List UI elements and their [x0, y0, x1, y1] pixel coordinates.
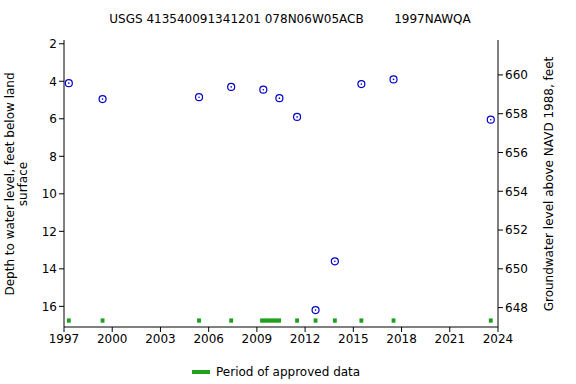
svg-text:2006: 2006	[193, 332, 224, 346]
svg-text:2012: 2012	[290, 332, 321, 346]
svg-text:652: 652	[505, 223, 528, 237]
svg-text:14: 14	[42, 262, 57, 276]
svg-text:654: 654	[505, 185, 528, 199]
svg-text:Depth to water level, feet bel: Depth to water level, feet below land	[8, 72, 17, 295]
svg-text:6: 6	[49, 112, 57, 126]
svg-text:2003: 2003	[145, 332, 176, 346]
svg-text:650: 650	[505, 262, 528, 276]
svg-text:2009: 2009	[242, 332, 273, 346]
svg-text:2021: 2021	[435, 332, 466, 346]
svg-text:656: 656	[505, 146, 528, 160]
svg-text:8: 8	[49, 150, 57, 164]
svg-text:658: 658	[505, 107, 528, 121]
svg-text:2: 2	[49, 37, 57, 51]
svg-text:2024: 2024	[483, 332, 514, 346]
svg-text:surface: surface	[16, 162, 30, 206]
svg-text:648: 648	[505, 301, 528, 315]
svg-text:10: 10	[42, 187, 57, 201]
svg-text:2000: 2000	[97, 332, 128, 346]
svg-text:16: 16	[42, 300, 57, 314]
svg-text:2018: 2018	[386, 332, 417, 346]
svg-text:USGS 413540091341201 078N06W05: USGS 413540091341201 078N06W05ACB 1997NA…	[109, 12, 471, 26]
svg-text:Period of approved data: Period of approved data	[216, 365, 360, 379]
svg-text:Groundwater level above NAVD 1: Groundwater level above NAVD 1988, feet	[542, 56, 556, 311]
svg-text:4: 4	[49, 75, 57, 89]
svg-text:1997: 1997	[49, 332, 80, 346]
svg-text:660: 660	[505, 68, 528, 82]
svg-text:12: 12	[42, 225, 57, 239]
svg-text:2015: 2015	[338, 332, 369, 346]
